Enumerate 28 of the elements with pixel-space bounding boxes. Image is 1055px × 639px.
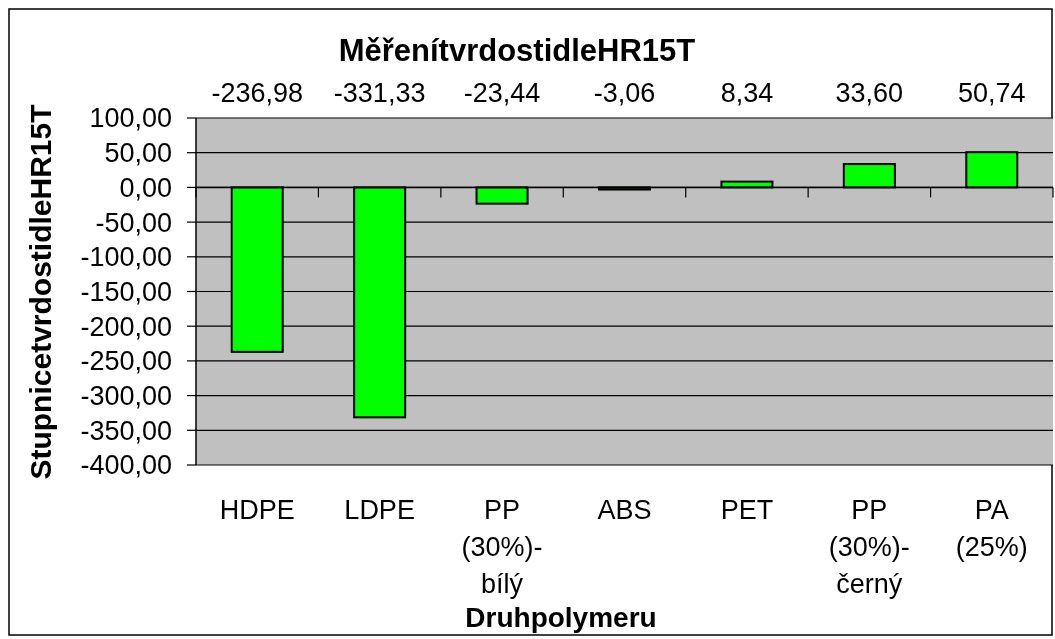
- y-tick-label: -250,00: [80, 346, 172, 377]
- y-tick-label: 50,00: [104, 138, 172, 169]
- x-tick-label: LDPE: [344, 495, 415, 526]
- x-axis-title: Druhpolymeru: [465, 601, 657, 633]
- data-label: -3,06: [593, 78, 656, 109]
- y-tick-label: -300,00: [80, 381, 172, 412]
- data-label: 33,60: [835, 78, 904, 109]
- y-tick-label: -350,00: [80, 415, 172, 446]
- data-label: 50,74: [958, 78, 1026, 109]
- data-label: -23,44: [463, 78, 541, 109]
- chart-title: MěřenítvrdostidleHR15T: [338, 32, 696, 68]
- x-tick-label: HDPE: [219, 495, 295, 526]
- y-tick-label: 100,00: [89, 103, 172, 134]
- x-tick-label: PP (30%)-bílý: [461, 495, 543, 600]
- x-tick-label: PET: [720, 495, 774, 526]
- y-tick-label: -200,00: [80, 311, 172, 342]
- y-axis-title: StupnicetvrdostidleHR15T: [23, 104, 57, 480]
- y-tick-label: -100,00: [80, 242, 172, 273]
- data-label: 8,34: [720, 78, 774, 109]
- y-tick-label: -150,00: [80, 276, 172, 307]
- y-tick-label: -50,00: [95, 207, 172, 238]
- x-tick-label: ABS: [597, 495, 652, 526]
- y-tick-label: -400,00: [80, 450, 172, 481]
- data-label: -331,33: [333, 78, 426, 109]
- x-tick-label: PA (25%): [955, 495, 1028, 563]
- y-tick-label: 0,00: [119, 172, 172, 203]
- x-tick-label: PP (30%)-černý: [828, 495, 910, 600]
- data-label: -236,98: [211, 78, 303, 109]
